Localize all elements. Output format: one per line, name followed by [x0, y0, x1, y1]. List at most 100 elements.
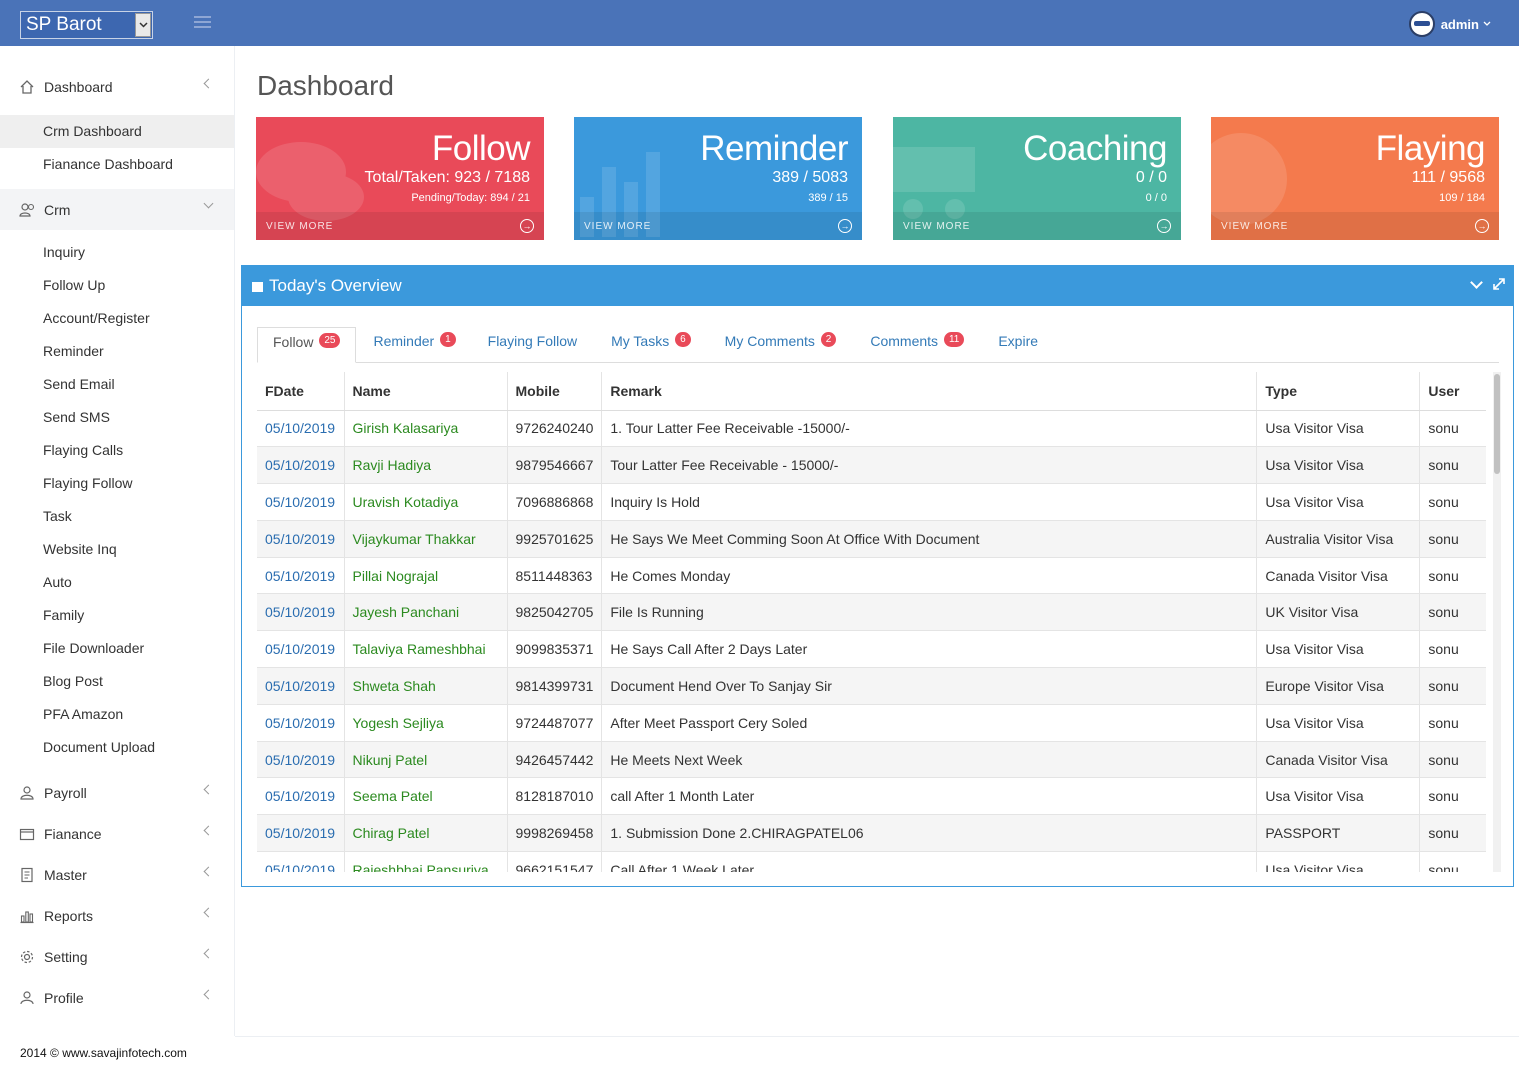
sidebar-item-blog-post[interactable]: Blog Post	[43, 673, 103, 689]
cell-name[interactable]: Nikunj Patel	[344, 740, 508, 778]
cell-name[interactable]: Uravish Kotadiya	[344, 483, 508, 521]
sidebar-item-label: Dashboard	[44, 78, 113, 95]
table-row[interactable]: 05/10/2019 Seema Patel 8128187010 call Afte…	[257, 777, 1486, 815]
column-header-fdate[interactable]: FDate	[257, 372, 345, 411]
sidebar-item-send-email[interactable]: Send Email	[43, 376, 115, 392]
cell-fdate[interactable]: 05/10/2019	[257, 703, 345, 742]
cell-fdate[interactable]: 05/10/2019	[257, 446, 345, 484]
sidebar-item-task[interactable]: Task	[43, 508, 72, 524]
sidebar-item-auto[interactable]: Auto	[43, 574, 72, 590]
cell-name[interactable]: Seema Patel	[344, 777, 508, 815]
cell-mobile: 9726240240	[507, 409, 603, 447]
tab-flaying-follow[interactable]: Flaying Follow	[473, 327, 592, 363]
tab-comments[interactable]: Comments 11	[855, 327, 979, 363]
cell-fdate[interactable]: 05/10/2019	[257, 556, 345, 594]
sidebar-item-crm[interactable]: Crm	[0, 189, 234, 230]
tab-my-comments[interactable]: My Comments 2	[710, 327, 852, 363]
sidebar-item-fianance[interactable]: Fianance	[0, 813, 234, 854]
table-row[interactable]: 05/10/2019 Pillai Nograjal 8511448363 He Co…	[257, 556, 1486, 594]
expand-icon[interactable]	[1493, 278, 1505, 290]
arrow-right-circle-icon: →	[1475, 219, 1489, 233]
column-header-name[interactable]: Name	[344, 372, 508, 411]
cell-fdate[interactable]: 05/10/2019	[257, 483, 345, 521]
table-row[interactable]: 05/10/2019 Uravish Kotadiya 7096886868 Inqu…	[257, 483, 1486, 521]
tab-reminder[interactable]: Reminder 1	[358, 327, 470, 363]
view-more-link[interactable]: VIEW MORE →	[256, 212, 544, 240]
cell-fdate[interactable]: 05/10/2019	[257, 851, 345, 872]
view-more-link[interactable]: VIEW MORE →	[574, 212, 862, 240]
cell-name[interactable]: Rajeshbhai Pansuriya	[344, 851, 508, 872]
table-row[interactable]: 05/10/2019 Talaviya Rameshbhai 9099835371 H…	[257, 630, 1486, 668]
panel-header: Today's Overview	[242, 266, 1513, 306]
table-row[interactable]: 05/10/2019 Rajeshbhai Pansuriya 9662151547…	[257, 851, 1486, 872]
table-row[interactable]: 05/10/2019 Ravji Hadiya 9879546667 Tour Lat…	[257, 446, 1486, 484]
sidebar-item-master[interactable]: Master	[0, 854, 234, 895]
cell-name[interactable]: Talaviya Rameshbhai	[344, 630, 508, 668]
column-header-remark[interactable]: Remark	[601, 372, 1258, 411]
cell-fdate[interactable]: 05/10/2019	[257, 630, 345, 668]
sidebar-item-send-sms[interactable]: Send SMS	[43, 409, 110, 425]
sidebar-item-account-register[interactable]: Account/Register	[43, 310, 150, 326]
sidebar-item-file-downloader[interactable]: File Downloader	[43, 640, 145, 656]
tab-label: Expire	[998, 333, 1039, 349]
sidebar-item-profile[interactable]: Profile	[0, 977, 234, 1018]
table-row[interactable]: 05/10/2019 Yogesh Sejliya 9724487077 After …	[257, 703, 1486, 742]
cell-name[interactable]: Chirag Patel	[344, 814, 508, 852]
cell-fdate[interactable]: 05/10/2019	[257, 409, 345, 447]
column-header-type[interactable]: Type	[1256, 372, 1421, 411]
view-more-link[interactable]: VIEW MORE →	[1211, 212, 1499, 240]
sidebar-item-reports[interactable]: Reports	[0, 895, 234, 936]
collapse-icon[interactable]	[1470, 275, 1483, 289]
table-row[interactable]: 05/10/2019 Jayesh Panchani 9825042705 File …	[257, 593, 1486, 631]
cell-fdate[interactable]: 05/10/2019	[257, 593, 345, 631]
cell-mobile: 8511448363	[507, 556, 603, 594]
sidebar-item-payroll[interactable]: Payroll	[0, 772, 234, 813]
sidebar-item-document-upload[interactable]: Document Upload	[43, 739, 156, 755]
table-row[interactable]: 05/10/2019 Shweta Shah 9814399731 Document …	[257, 667, 1486, 705]
company-select[interactable]: SP Barot	[20, 11, 153, 39]
sidebar-item-crm-dashboard[interactable]: Crm Dashboard	[0, 115, 234, 148]
tab-my-tasks[interactable]: My Tasks 6	[596, 327, 706, 363]
cell-name[interactable]: Pillai Nograjal	[344, 556, 508, 594]
sidebar-item-family[interactable]: Family	[43, 607, 85, 623]
cell-fdate[interactable]: 05/10/2019	[257, 667, 345, 705]
sidebar-item-reminder[interactable]: Reminder	[43, 343, 104, 359]
cell-name[interactable]: Ravji Hadiya	[344, 446, 508, 484]
cell-type: Usa Visitor Visa	[1256, 630, 1421, 668]
sidebar-item-flaying-calls[interactable]: Flaying Calls	[43, 442, 124, 458]
cell-remark: After Meet Passport Cery Soled	[601, 703, 1258, 742]
cell-name[interactable]: Jayesh Panchani	[344, 593, 508, 631]
sidebar-item-inquiry[interactable]: Inquiry	[43, 244, 86, 260]
tab-follow[interactable]: Follow 25	[257, 327, 357, 363]
table-row[interactable]: 05/10/2019 Girish Kalasariya 9726240240 1. …	[257, 409, 1486, 447]
cell-name[interactable]: Girish Kalasariya	[344, 409, 508, 447]
menu-toggle-icon[interactable]	[194, 16, 211, 31]
cell-fdate[interactable]: 05/10/2019	[257, 814, 345, 852]
sidebar-item-dashboard[interactable]: Dashboard	[0, 66, 234, 107]
follow-table-container[interactable]: FDate Name Mobile Remark Type User 05/10…	[257, 372, 1501, 872]
vertical-scrollbar[interactable]	[1493, 372, 1501, 872]
sidebar-item-fianance-dashboard[interactable]: Fianance Dashboard	[43, 156, 173, 172]
scrollbar-thumb[interactable]	[1494, 374, 1500, 474]
sidebar-item-pfa-amazon[interactable]: PFA Amazon	[43, 706, 124, 722]
cell-fdate[interactable]: 05/10/2019	[257, 740, 345, 778]
column-header-mobile[interactable]: Mobile	[507, 372, 603, 411]
view-more-link[interactable]: VIEW MORE →	[893, 212, 1181, 240]
cell-fdate[interactable]: 05/10/2019	[257, 777, 345, 815]
cell-fdate[interactable]: 05/10/2019	[257, 519, 345, 558]
table-row[interactable]: 05/10/2019 Chirag Patel 9998269458 1. Submi…	[257, 814, 1486, 852]
cell-mobile: 9879546667	[507, 446, 603, 484]
table-row[interactable]: 05/10/2019 Nikunj Patel 9426457442 He Meets…	[257, 740, 1486, 778]
sidebar-item-website-inq[interactable]: Website Inq	[43, 541, 117, 557]
cell-name[interactable]: Shweta Shah	[344, 667, 508, 705]
user-menu[interactable]: admin	[1408, 11, 1491, 37]
tab-expire[interactable]: Expire	[983, 327, 1053, 363]
cell-user: sonu	[1419, 777, 1486, 815]
sidebar-item-setting[interactable]: Setting	[0, 936, 234, 977]
sidebar-item-flaying-follow[interactable]: Flaying Follow	[43, 475, 133, 491]
table-row[interactable]: 05/10/2019 Vijaykumar Thakkar 9925701625 He…	[257, 519, 1486, 558]
cell-name[interactable]: Yogesh Sejliya	[344, 703, 508, 742]
column-header-user[interactable]: User	[1419, 372, 1486, 411]
cell-name[interactable]: Vijaykumar Thakkar	[344, 519, 508, 558]
sidebar-item-follow-up[interactable]: Follow Up	[43, 277, 106, 293]
